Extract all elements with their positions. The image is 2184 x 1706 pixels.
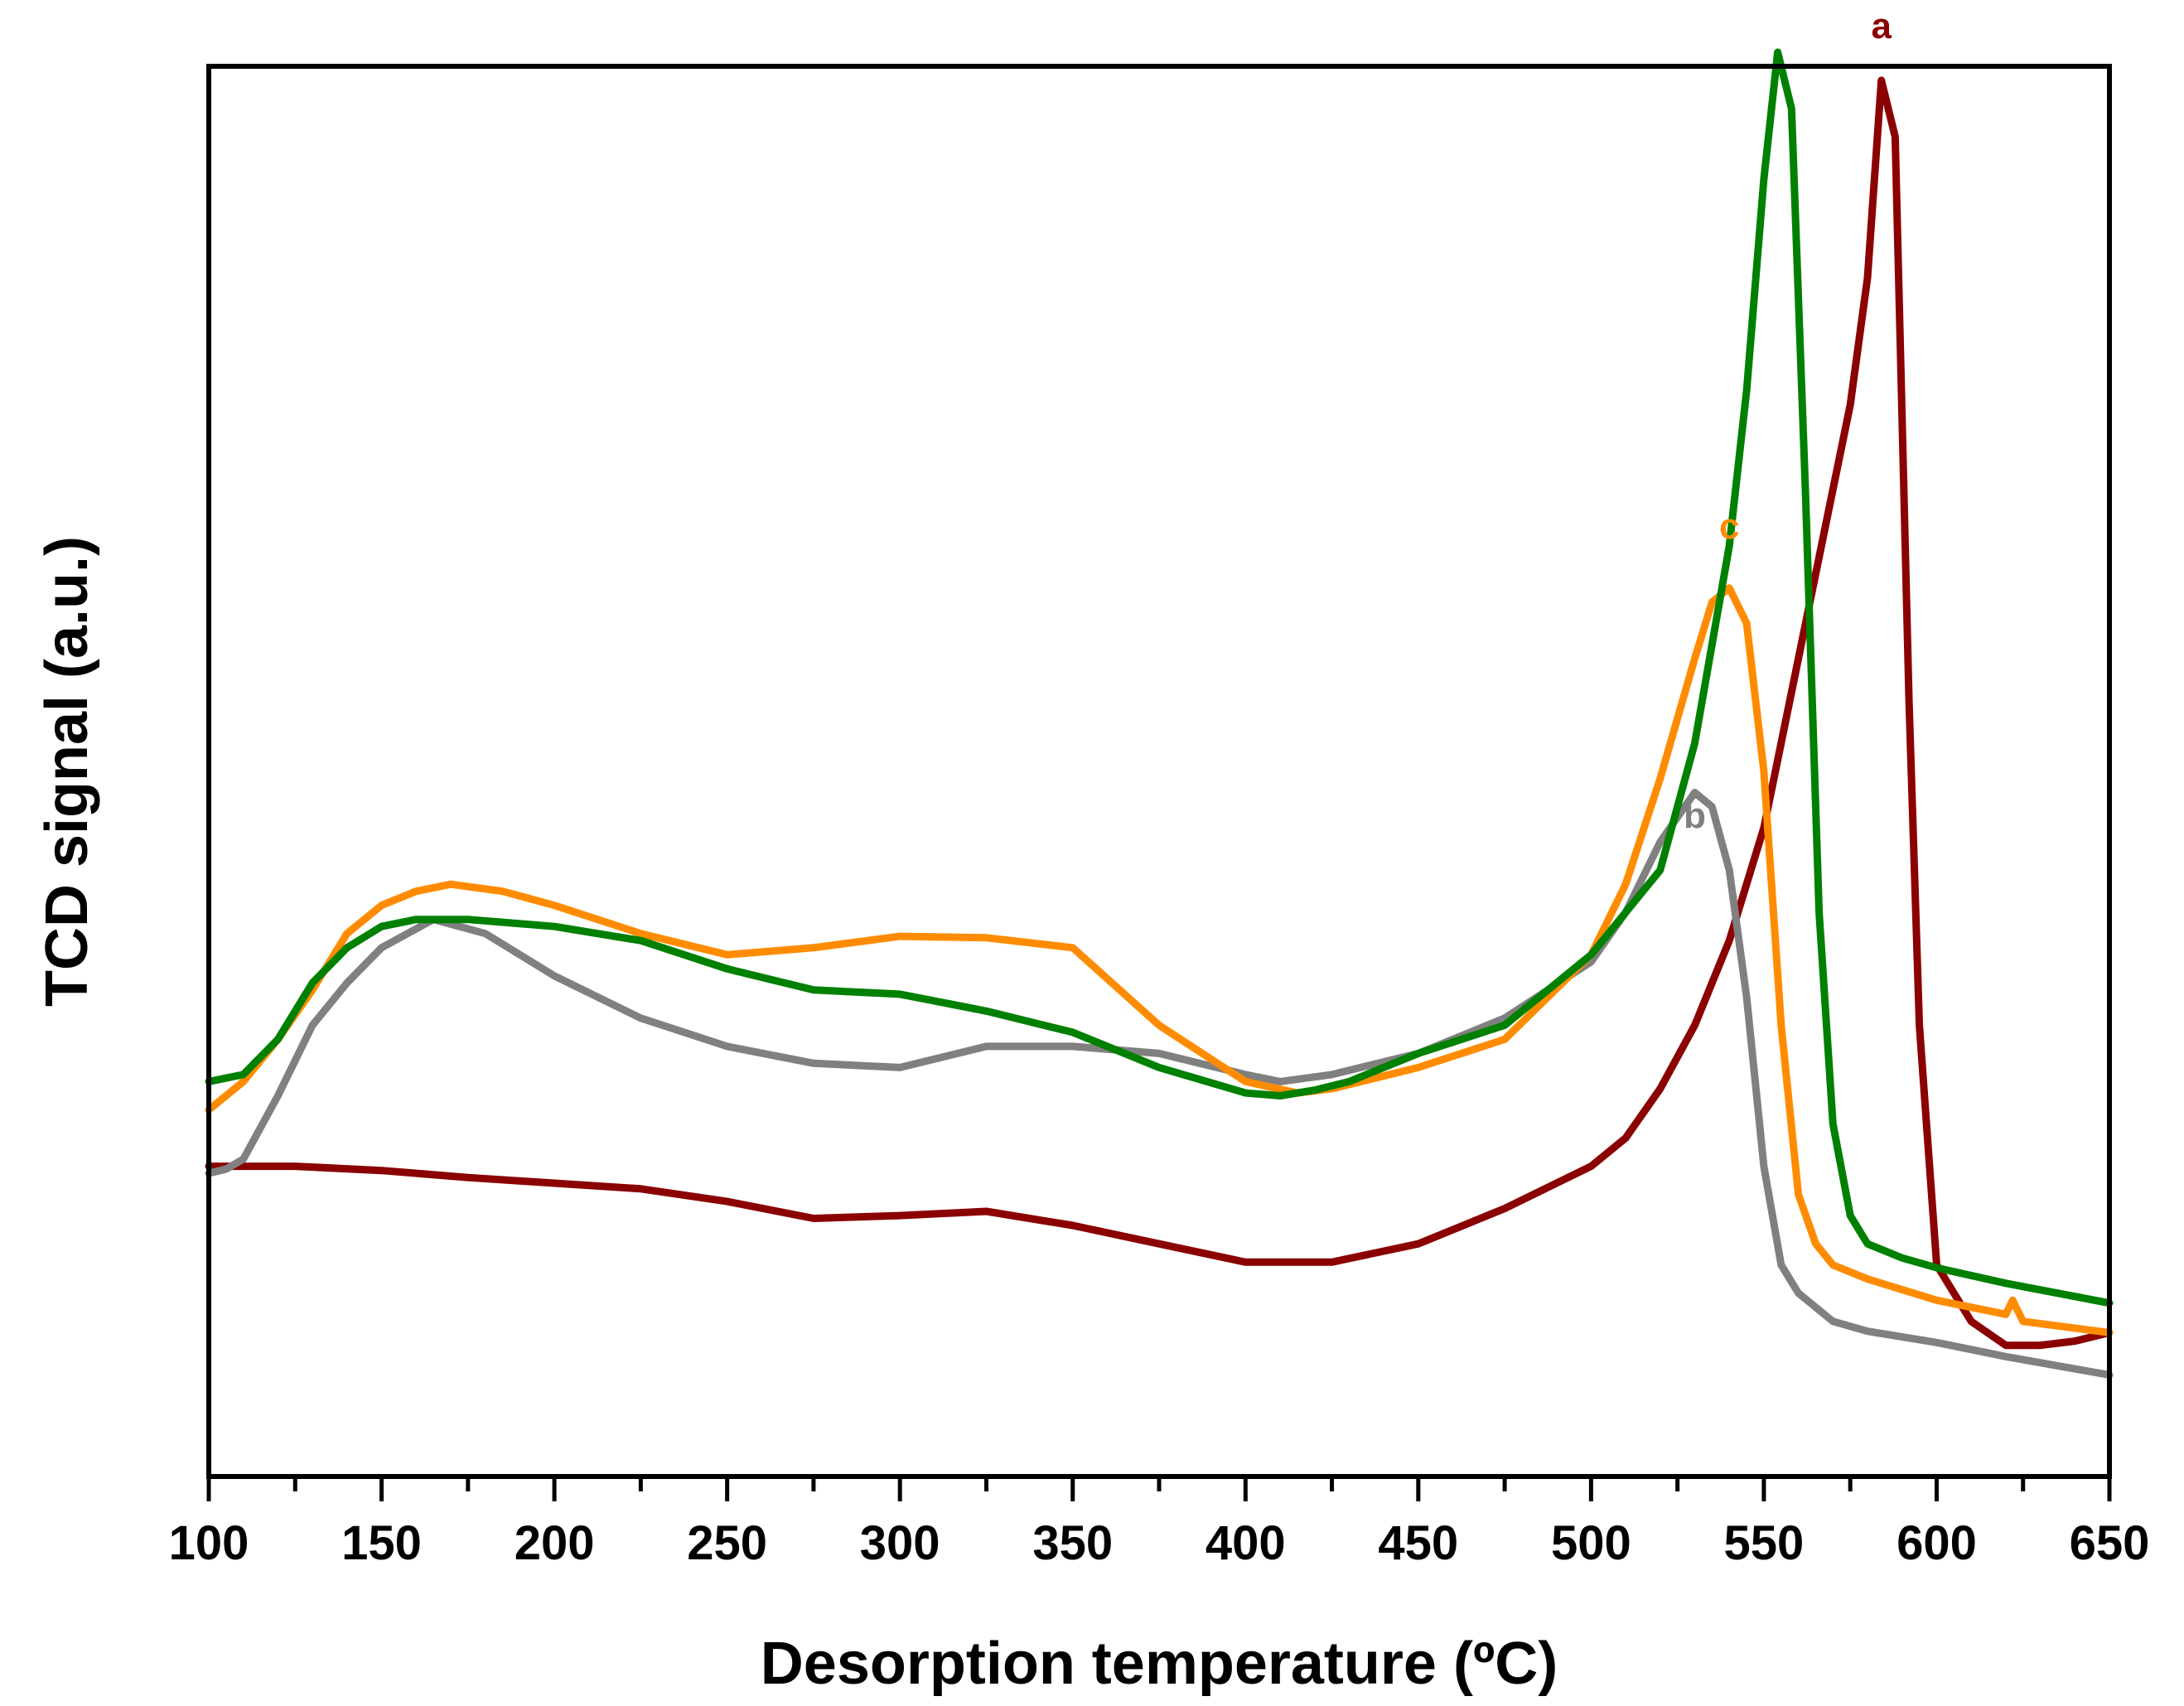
- series-label-d: d: [1766, 0, 1789, 4]
- x-tick-label: 550: [1724, 1516, 1805, 1570]
- series-line-c: [205, 584, 2114, 1336]
- series-line-a: [205, 76, 2114, 1350]
- series-line-b: [205, 789, 2114, 1379]
- x-tick-label: 500: [1551, 1516, 1631, 1570]
- x-tick-label: 600: [1897, 1516, 1977, 1570]
- y-axis-title: TCD signal (a.u.): [34, 536, 100, 1007]
- plot-frame: [206, 64, 2112, 1479]
- series-label-c: c: [1719, 506, 1739, 547]
- x-tick-label: 250: [687, 1516, 767, 1570]
- x-tick-label: 650: [2070, 1516, 2150, 1570]
- x-tick-label: 450: [1378, 1516, 1458, 1570]
- x-tick-label: 100: [169, 1516, 249, 1570]
- series-line-d: [205, 48, 2114, 1307]
- series-label-layer: a b c d: [1684, 0, 1892, 836]
- series-layer: [205, 48, 2114, 1379]
- x-axis-title: Desorption temperature (ºC): [761, 1631, 1558, 1697]
- x-tick-label: 300: [860, 1516, 940, 1570]
- x-tick-label: 200: [515, 1516, 595, 1570]
- series-label-b: b: [1684, 795, 1706, 836]
- x-axis-ticks: 100 150 200 250 300 350 400 450 500 550 600 650: [169, 1476, 2150, 1570]
- x-tick-label: 400: [1206, 1516, 1286, 1570]
- x-tick-label: 150: [341, 1516, 422, 1570]
- x-tick-label: 350: [1032, 1516, 1113, 1570]
- series-label-a: a: [1871, 6, 1892, 46]
